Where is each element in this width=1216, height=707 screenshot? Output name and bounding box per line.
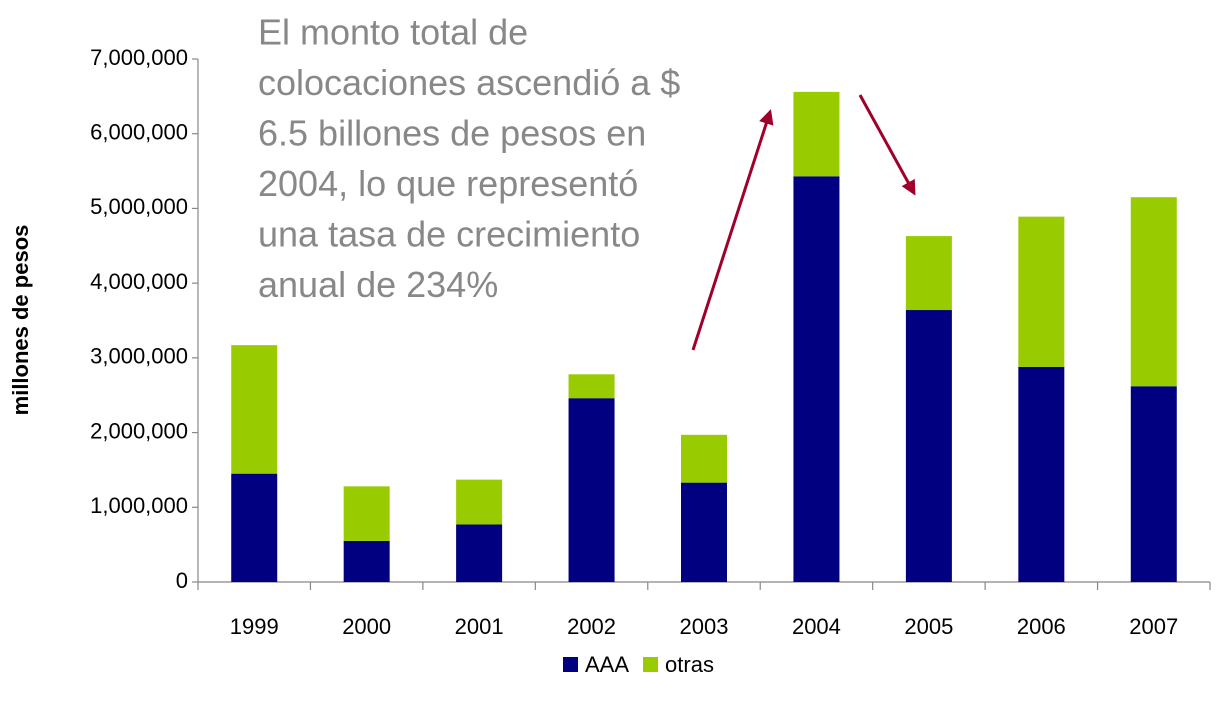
bar-segment [343,486,390,541]
annotation-line: una tasa de crecimiento [258,214,640,255]
bar-segment [681,482,727,582]
bar-segment [1018,216,1065,367]
bar-segment [456,479,503,525]
bar-segment [231,473,278,582]
bar-segment [1130,197,1177,387]
bar-segment [231,345,278,474]
y-tick-label: 5,000,000 [90,194,188,219]
annotation-line: 6.5 billones de pesos en [258,113,646,154]
y-tick-label: 1,000,000 [90,493,188,518]
x-tick-label: 2003 [680,614,729,639]
x-tick-label: 2006 [1017,614,1066,639]
legend-swatch [643,657,659,672]
y-tick-label: 3,000,000 [90,344,188,369]
bar-segment [681,434,727,483]
y-tick-label: 4,000,000 [90,269,188,294]
x-tick-label: 1999 [230,614,279,639]
annotation-line: 2004, lo que representó [258,163,638,204]
annotation: El monto total de colocaciones ascendió a… [258,12,680,306]
y-tick-label: 0 [176,568,188,593]
legend-swatch [563,657,578,672]
y-axis-label: millones de pesos [8,225,33,416]
y-tick-label: 7,000,000 [90,45,188,70]
legend-label: AAA [585,652,629,677]
annotation-line: anual de 234% [258,264,498,305]
arrow [691,109,774,351]
bar-segment [568,398,615,582]
bar-segment [793,176,840,582]
x-tick-label: 2001 [455,614,504,639]
annotation-line: colocaciones ascendió a $ [258,62,680,103]
bar-segment [1018,366,1065,582]
y-tick-label: 2,000,000 [90,418,188,443]
x-tick-label: 2000 [342,614,391,639]
legend-label: otras [665,652,714,677]
y-tick-label: 6,000,000 [90,120,188,145]
bar-segment [905,236,952,311]
bar-segment [1130,386,1177,582]
x-tick-label: 2007 [1129,614,1178,639]
x-tick-label: 2005 [904,614,953,639]
bar-segment [905,310,952,582]
annotation-line: El monto total de [258,12,528,53]
bar-segment [793,91,840,177]
bar-segment [343,540,390,582]
bar-segment [568,374,615,399]
x-tick-label: 2004 [792,614,841,639]
x-tick-label: 2002 [567,614,616,639]
bar-segment [456,524,503,582]
arrow [858,94,916,196]
